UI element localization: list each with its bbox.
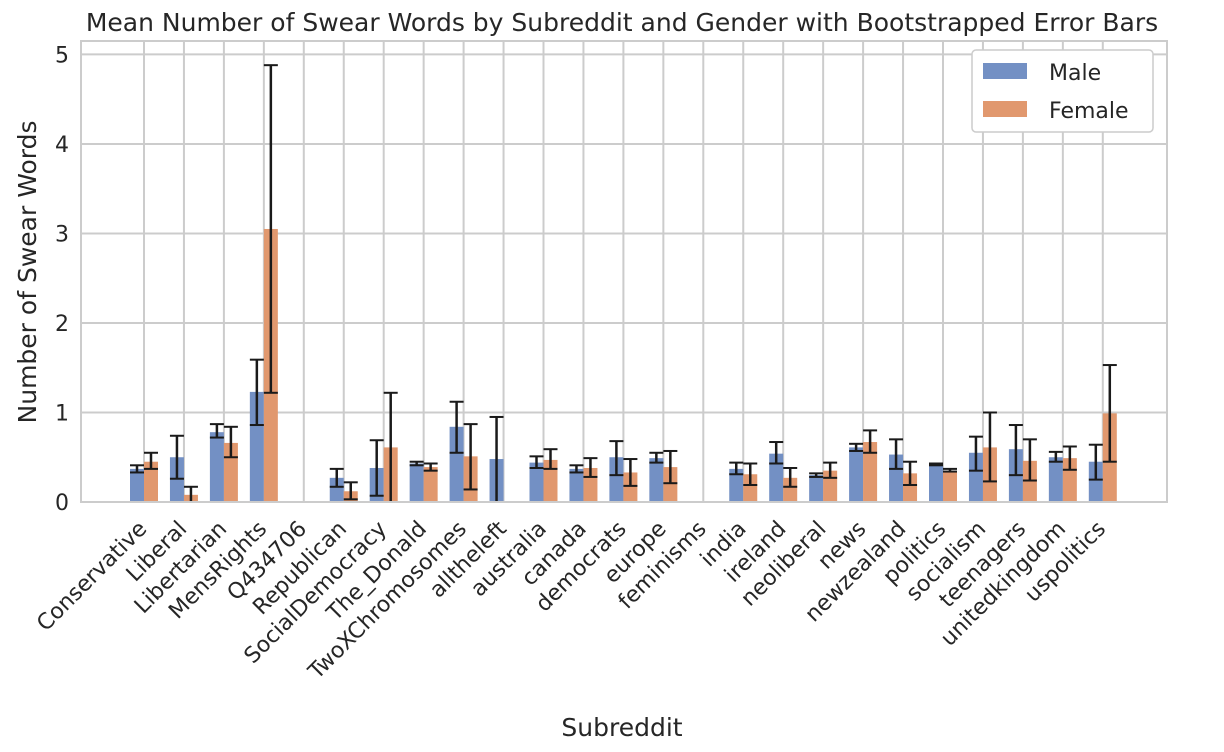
bar-male-twoxchromosomes: [449, 426, 464, 502]
error-bar-male-socialism: [968, 435, 983, 472]
bar-female-conservative: [144, 461, 158, 502]
error-bar-male-uspolitics: [1088, 443, 1103, 481]
bar-male-the_donald: [409, 463, 424, 502]
bar-male-unitedkingdom: [1048, 457, 1063, 502]
bar-female-newzealand: [903, 473, 918, 502]
legend-label-male: Male: [1049, 61, 1101, 86]
bar-male-politics: [929, 464, 943, 502]
error-bar-female-politics: [943, 467, 957, 473]
bar-female-politics: [943, 470, 957, 502]
error-bar-female-ireland: [783, 466, 798, 488]
bar-male-newzealand: [889, 454, 904, 502]
bar-male-democrats: [609, 457, 624, 502]
error-bar-male-europe: [649, 451, 664, 464]
bar-male-canada: [569, 468, 584, 502]
error-bars: [130, 64, 1117, 503]
error-bar-female-the_donald: [423, 462, 438, 472]
error-bar-male-mensrights: [249, 358, 264, 427]
error-bar-male-the_donald: [409, 460, 424, 467]
bar-male-ireland: [769, 453, 784, 502]
error-bar-female-australia: [543, 448, 558, 470]
error-bar-male-unitedkingdom: [1048, 450, 1063, 463]
bar-female-india: [743, 474, 758, 502]
legend-label-female: Female: [1049, 99, 1129, 124]
error-bar-male-liberal: [169, 434, 184, 480]
y-tick-label: 1: [55, 401, 69, 426]
bar-male-socialism: [968, 452, 983, 502]
bar-male-india: [729, 468, 744, 502]
error-bar-male-conservative: [130, 464, 144, 474]
y-tick-labels: 0 1 2 3 4 5: [55, 43, 69, 516]
y-tick-label: 4: [55, 133, 69, 158]
bar-female-news: [863, 442, 878, 502]
error-bar-female-teenagers: [1022, 438, 1037, 482]
error-bar-female-conservative: [144, 451, 158, 470]
error-bar-female-news: [863, 429, 878, 454]
error-bar-female-india: [743, 462, 758, 486]
error-bar-female-uspolitics: [1102, 364, 1117, 463]
chart-title: Mean Number of Swear Words by Subreddit …: [86, 8, 1158, 37]
bar-female-democrats: [623, 472, 638, 502]
bar-male-conservative: [130, 468, 144, 502]
bar-female-europe: [663, 467, 678, 502]
error-bar-female-republican: [343, 481, 358, 501]
error-bar-female-unitedkingdom: [1062, 445, 1077, 471]
bar-female-australia: [543, 459, 558, 502]
error-bar-male-ireland: [769, 441, 784, 465]
bar-male-neoliberal: [809, 475, 824, 502]
bar-male-mensrights: [249, 391, 264, 502]
legend: Male Female: [971, 49, 1154, 133]
error-bar-male-teenagers: [1008, 424, 1023, 477]
bar-male-libertarian: [209, 432, 224, 502]
bar-female-ireland: [783, 477, 798, 502]
error-bar-male-canada: [569, 464, 584, 474]
error-bar-female-democrats: [623, 458, 638, 487]
error-bar-male-twoxchromosomes: [449, 400, 464, 454]
plot-frame: [80, 40, 1168, 503]
x-tick-labels: ConservativeLiberalLibertarianMensRights…: [32, 516, 1111, 685]
y-tick-label: 5: [55, 43, 69, 68]
bar-male-europe: [649, 458, 664, 502]
bar-male-news: [849, 447, 864, 502]
y-axis-label: Number of Swear Words: [13, 121, 42, 424]
bar-female-the_donald: [423, 467, 438, 502]
error-bar-male-australia: [529, 455, 544, 469]
bar-male-uspolitics: [1088, 461, 1103, 502]
error-bar-female-libertarian: [223, 425, 238, 459]
error-bar-male-news: [849, 442, 864, 452]
error-bar-male-newzealand: [889, 438, 904, 470]
error-bar-female-newzealand: [903, 460, 918, 486]
legend-swatch-male: [983, 63, 1027, 79]
error-bar-male-politics: [929, 462, 943, 467]
x-axis-label: Subreddit: [561, 713, 682, 742]
error-bar-male-republican: [329, 467, 344, 488]
error-bar-male-democrats: [609, 440, 624, 477]
error-bar-female-mensrights: [263, 64, 278, 394]
error-bar-male-libertarian: [209, 423, 224, 439]
error-bar-female-europe: [663, 449, 678, 485]
y-tick-label: 0: [55, 491, 69, 516]
error-bar-female-twoxchromosomes: [463, 423, 478, 491]
y-tick-label: 2: [55, 312, 69, 337]
error-bar-male-socialdemocracy: [369, 439, 384, 497]
error-bar-female-neoliberal: [823, 461, 838, 479]
error-bar-female-canada: [583, 457, 598, 478]
legend-swatch-female: [983, 101, 1027, 117]
bar-male-republican: [329, 477, 344, 502]
bar-male-australia: [529, 462, 544, 502]
y-tick-label: 3: [55, 222, 69, 247]
error-bar-female-socialism: [982, 411, 997, 483]
error-bar-male-india: [729, 461, 744, 476]
error-bar-male-neoliberal: [809, 472, 824, 478]
